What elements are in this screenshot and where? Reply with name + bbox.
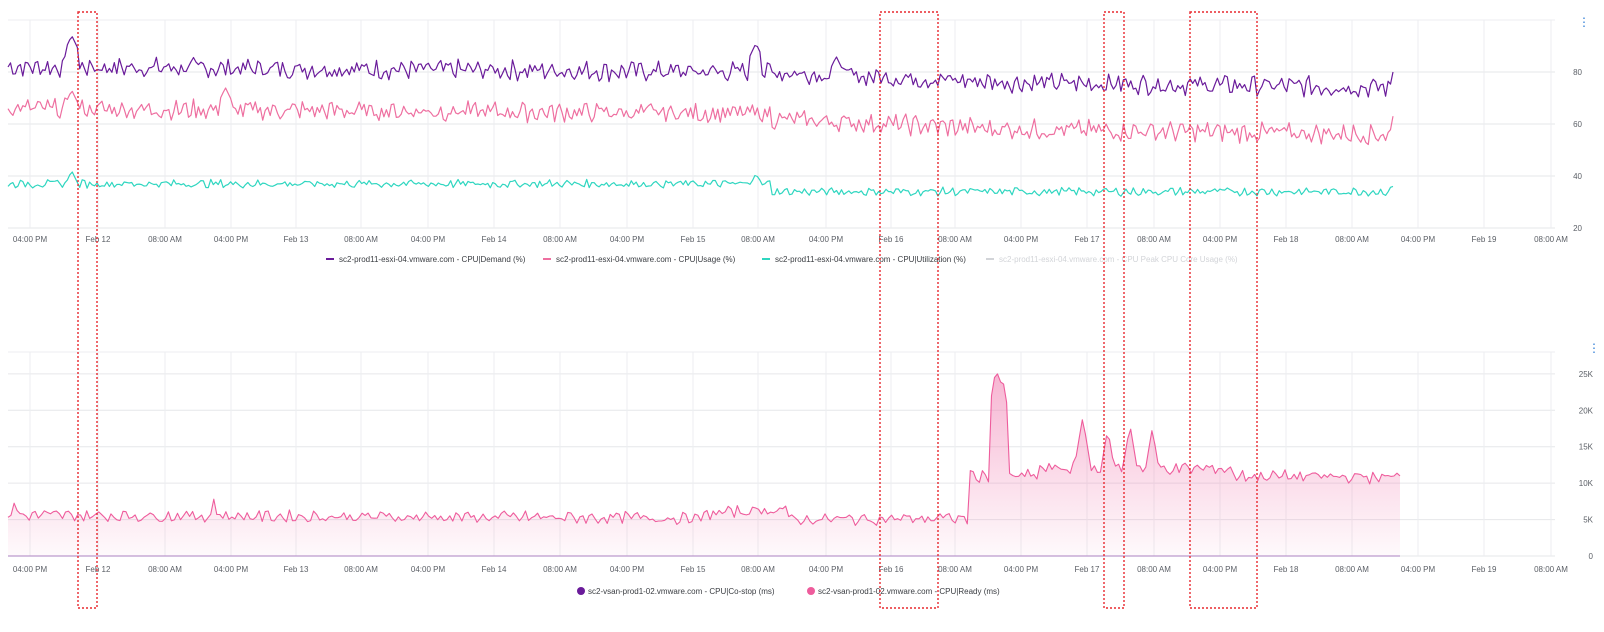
series-line-usage — [7, 87, 1394, 146]
bottom-chart-y-axis: 25K 20K 15K 10K 5K 0 — [1579, 370, 1594, 561]
top-chart-series — [7, 36, 1394, 197]
x-tick-label: Feb 17 — [1075, 235, 1100, 244]
top-chart-more-icon[interactable]: ⋮ — [1578, 15, 1590, 29]
x-tick-label: Feb 19 — [1472, 565, 1497, 574]
cpu-percent-chart: 80 60 40 20 04:00 PM Feb 12 08:00 AM 04:00 PM F… — [7, 15, 1590, 264]
legend-item[interactable]: sc2-vsan-prod1-02.vmware.com - CPU|Co-st… — [577, 587, 775, 596]
legend-label: sc2-prod11-esxi-04.vmware.com - CPU Peak… — [999, 255, 1238, 264]
x-tick-label: 08:00 AM — [1335, 235, 1369, 244]
legend-swatch — [577, 587, 585, 595]
x-tick-label: 08:00 AM — [1137, 565, 1171, 574]
y-tick-label: 0 — [1589, 552, 1594, 561]
bottom-chart-x-axis: 04:00 PM Feb 12 08:00 AM 04:00 PM Feb 13 08:0… — [13, 565, 1568, 574]
legend-swatch — [807, 587, 815, 595]
x-tick-label: 08:00 AM — [938, 565, 972, 574]
legend-label: sc2-vsan-prod1-02.vmware.com - CPU|Co-st… — [588, 587, 775, 596]
legend-item[interactable]: sc2-vsan-prod1-02.vmware.com - CPU|Ready… — [807, 587, 1000, 596]
x-tick-label: 04:00 PM — [1203, 565, 1238, 574]
x-tick-label: 04:00 PM — [610, 235, 645, 244]
x-tick-label: Feb 12 — [86, 235, 111, 244]
top-chart-legend[interactable]: sc2-prod11-esxi-04.vmware.com - CPU|Dema… — [326, 255, 1238, 264]
y-tick-label: 20 — [1573, 224, 1582, 233]
series-line-ready — [7, 373, 1401, 526]
x-tick-label: Feb 17 — [1075, 565, 1100, 574]
x-tick-label: 04:00 PM — [809, 565, 844, 574]
x-tick-label: Feb 15 — [681, 565, 706, 574]
x-tick-label: 04:00 PM — [214, 565, 249, 574]
x-tick-label: 04:00 PM — [809, 235, 844, 244]
x-tick-label: 08:00 AM — [148, 235, 182, 244]
x-tick-label: 08:00 AM — [1335, 565, 1369, 574]
legend-label: sc2-prod11-esxi-04.vmware.com - CPU|Util… — [775, 255, 966, 264]
top-chart-y-axis: 80 60 40 20 — [1573, 68, 1582, 233]
x-tick-label: 08:00 AM — [543, 565, 577, 574]
x-tick-label: 04:00 PM — [1401, 235, 1436, 244]
x-tick-label: 08:00 AM — [1534, 565, 1568, 574]
bottom-chart-legend[interactable]: sc2-vsan-prod1-02.vmware.com - CPU|Co-st… — [577, 587, 1000, 596]
y-tick-label: 20K — [1579, 406, 1594, 415]
x-tick-label: 04:00 PM — [13, 565, 48, 574]
highlight-box — [1189, 11, 1258, 609]
x-tick-label: 08:00 AM — [741, 235, 775, 244]
x-tick-label: 04:00 PM — [214, 235, 249, 244]
x-tick-label: 04:00 PM — [1004, 565, 1039, 574]
y-tick-label: 25K — [1579, 370, 1594, 379]
x-tick-label: Feb 14 — [482, 235, 507, 244]
x-tick-label: 04:00 PM — [610, 565, 645, 574]
highlight-box — [77, 11, 98, 609]
x-tick-label: Feb 14 — [482, 565, 507, 574]
bottom-chart-more-icon[interactable]: ⋮ — [1588, 341, 1600, 355]
x-tick-label: 08:00 AM — [938, 235, 972, 244]
x-tick-label: Feb 12 — [86, 565, 111, 574]
x-tick-label: 04:00 PM — [411, 235, 446, 244]
legend-item[interactable]: sc2-prod11-esxi-04.vmware.com - CPU|Dema… — [326, 255, 526, 264]
x-tick-label: Feb 13 — [284, 565, 309, 574]
x-tick-label: 08:00 AM — [1534, 235, 1568, 244]
x-tick-label: 04:00 PM — [1203, 235, 1238, 244]
y-tick-label: 15K — [1579, 443, 1594, 452]
highlight-box — [879, 11, 939, 609]
x-tick-label: 08:00 AM — [741, 565, 775, 574]
y-tick-label: 40 — [1573, 172, 1582, 181]
series-line-demand — [7, 36, 1394, 98]
top-chart-x-axis: 04:00 PM Feb 12 08:00 AM 04:00 PM Feb 13 08:0… — [13, 235, 1568, 244]
bottom-chart-series — [7, 373, 1401, 557]
x-tick-label: Feb 19 — [1472, 235, 1497, 244]
legend-item[interactable]: sc2-prod11-esxi-04.vmware.com - CPU|Util… — [762, 255, 966, 264]
x-tick-label: 08:00 AM — [344, 565, 378, 574]
highlight-annotations — [77, 11, 1258, 609]
legend-label: sc2-prod11-esxi-04.vmware.com - CPU|Usag… — [556, 255, 736, 264]
x-tick-label: 08:00 AM — [1137, 235, 1171, 244]
x-tick-label: Feb 15 — [681, 235, 706, 244]
x-tick-label: 04:00 PM — [13, 235, 48, 244]
x-tick-label: Feb 18 — [1274, 235, 1299, 244]
x-tick-label: Feb 16 — [879, 565, 904, 574]
y-tick-label: 10K — [1579, 479, 1594, 488]
series-area-ready — [8, 373, 1400, 556]
series-line-utilization — [7, 171, 1394, 197]
y-tick-label: 80 — [1573, 68, 1582, 77]
x-tick-label: 08:00 AM — [148, 565, 182, 574]
x-tick-label: Feb 13 — [284, 235, 309, 244]
legend-label: sc2-vsan-prod1-02.vmware.com - CPU|Ready… — [818, 587, 1000, 596]
x-tick-label: Feb 16 — [879, 235, 904, 244]
x-tick-label: 08:00 AM — [543, 235, 577, 244]
top-chart-grid — [8, 19, 1555, 229]
y-tick-label: 5K — [1583, 516, 1593, 525]
x-tick-label: 04:00 PM — [1004, 235, 1039, 244]
highlight-box — [1103, 11, 1125, 609]
y-tick-label: 60 — [1573, 120, 1582, 129]
x-tick-label: 04:00 PM — [411, 565, 446, 574]
x-tick-label: Feb 18 — [1274, 565, 1299, 574]
legend-item[interactable]: sc2-prod11-esxi-04.vmware.com - CPU Peak… — [986, 255, 1238, 264]
legend-label: sc2-prod11-esxi-04.vmware.com - CPU|Dema… — [339, 255, 526, 264]
x-tick-label: 08:00 AM — [344, 235, 378, 244]
legend-item[interactable]: sc2-prod11-esxi-04.vmware.com - CPU|Usag… — [543, 255, 736, 264]
x-tick-label: 04:00 PM — [1401, 565, 1436, 574]
